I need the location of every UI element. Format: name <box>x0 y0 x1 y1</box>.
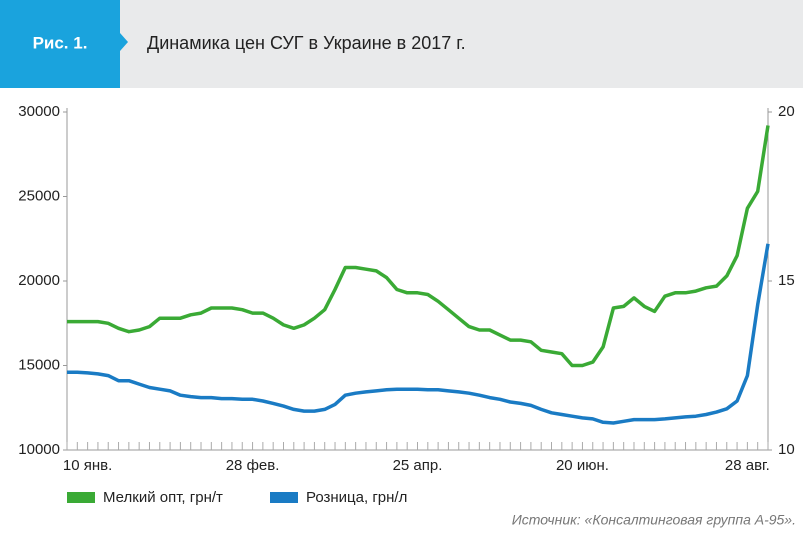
y-tick-label: 15000 <box>18 356 60 373</box>
y-tick-label: 10000 <box>18 441 60 458</box>
y-tick-label: 30000 <box>18 103 60 120</box>
series-line <box>67 125 770 368</box>
x-tick-label: 28 фев. <box>226 457 280 474</box>
y2-tick-label: 10 <box>778 441 795 458</box>
legend-swatch <box>270 492 298 503</box>
x-tick-label: 10 янв. <box>63 457 112 474</box>
source: Источник: «Консалтинговая группа А-95». <box>512 512 796 528</box>
x-tick-label: 28 авг. <box>725 457 770 474</box>
header-band <box>0 0 803 88</box>
y-tick-label: 25000 <box>18 187 60 204</box>
y2-tick-label: 15 <box>778 272 795 289</box>
figure-tab <box>0 0 128 88</box>
legend-label: Розница, грн/л <box>306 489 407 506</box>
x-tick-label: 25 апр. <box>393 457 443 474</box>
figure-label: Рис. 1. <box>33 33 88 52</box>
y2-tick-label: 20 <box>778 103 795 120</box>
series-line <box>67 243 770 425</box>
y-tick-label: 20000 <box>18 272 60 289</box>
x-tick-label: 20 июн. <box>556 457 609 474</box>
legend-label: Мелкий опт, грн/т <box>103 489 223 506</box>
chart-title: Динамика цен СУГ в Украине в 2017 г. <box>147 33 466 53</box>
legend-swatch <box>67 492 95 503</box>
